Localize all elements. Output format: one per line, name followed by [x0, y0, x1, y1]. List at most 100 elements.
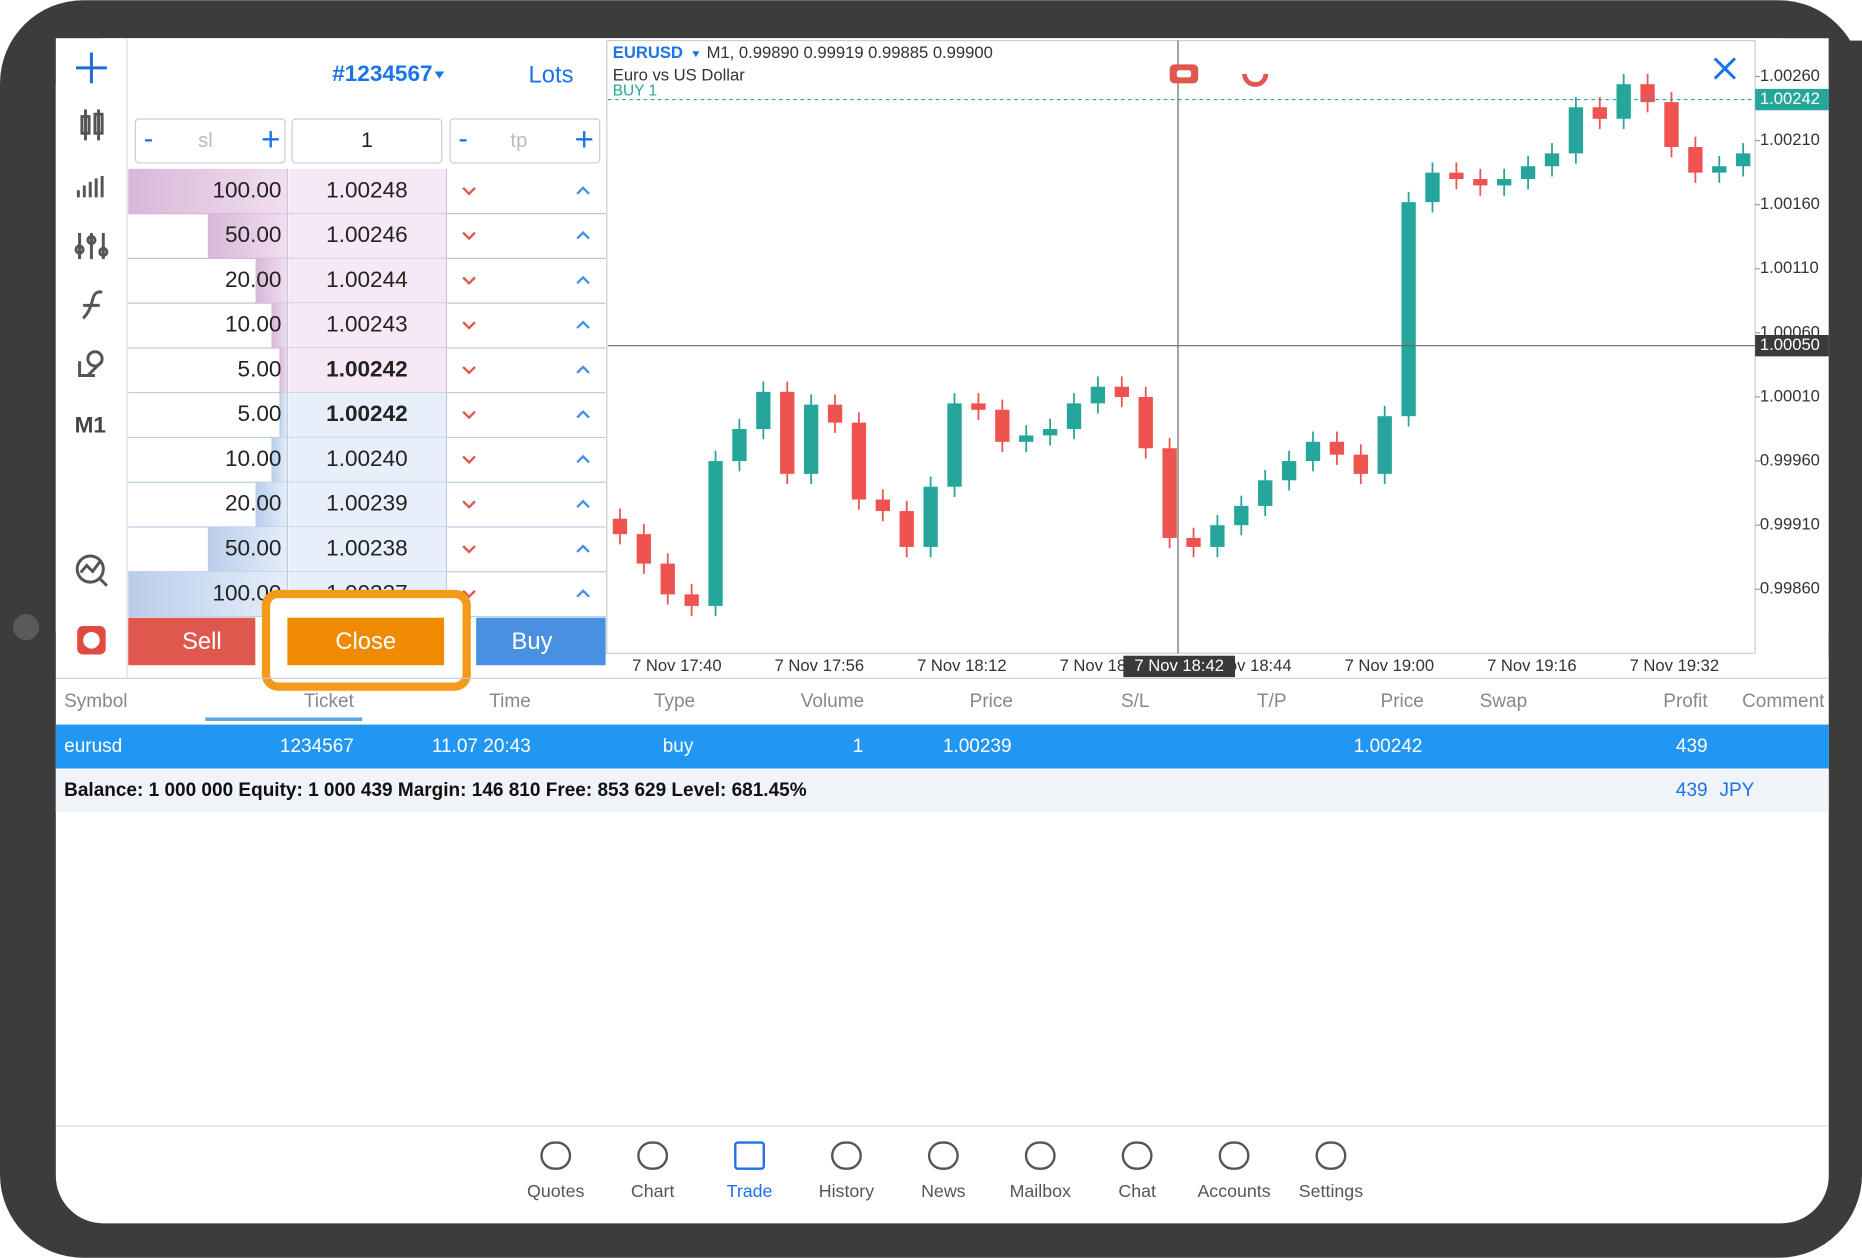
column-header[interactable]: Price: [1381, 691, 1424, 712]
column-header[interactable]: Price: [970, 691, 1013, 712]
sl-box[interactable]: [134, 118, 286, 164]
candle-body: [1377, 416, 1392, 474]
account-dropdown[interactable]: [434, 71, 445, 79]
sell-limit-chevron[interactable]: [462, 455, 476, 465]
tab[interactable]: Mailbox: [1010, 1141, 1071, 1202]
candle-body: [1425, 172, 1440, 203]
buy-limit-chevron[interactable]: [576, 454, 590, 464]
volume-bar: [255, 258, 288, 304]
sell-limit-chevron[interactable]: [462, 545, 476, 554]
sl-minus[interactable]: -: [144, 123, 154, 155]
column-header[interactable]: Type: [654, 691, 695, 712]
sell-limit-chevron[interactable]: [462, 366, 476, 375]
tp-box[interactable]: [449, 118, 601, 164]
sell-limit-chevron[interactable]: [462, 321, 476, 330]
sidebar: [74, 52, 109, 587]
sell-limit-chevron[interactable]: [462, 276, 476, 285]
column-header[interactable]: Comment: [1742, 691, 1825, 712]
analytics-icon[interactable]: [75, 554, 108, 587]
volume-bar: [255, 482, 288, 527]
tab-label[interactable]: News: [921, 1181, 966, 1201]
tab[interactable]: History: [819, 1141, 874, 1202]
tab-label[interactable]: History: [819, 1181, 874, 1201]
depth-price: 1.00239: [326, 491, 408, 516]
account-number[interactable]: #1234567: [332, 61, 432, 86]
buy-limit-chevron[interactable]: [576, 544, 590, 553]
depth-volume: 100.00: [212, 177, 281, 202]
tab-label[interactable]: Chart: [631, 1181, 675, 1201]
tp-plus[interactable]: +: [575, 121, 594, 158]
tab-label[interactable]: Mailbox: [1010, 1181, 1071, 1201]
tab[interactable]: Chart: [631, 1141, 675, 1202]
buy-limit-chevron[interactable]: [576, 365, 590, 374]
sell-label[interactable]: Sell: [182, 628, 222, 655]
tab[interactable]: News: [921, 1141, 966, 1202]
sync-icon[interactable]: [1242, 60, 1269, 87]
tab[interactable]: Chat: [1118, 1141, 1156, 1202]
close-label[interactable]: Close: [335, 628, 396, 655]
tab-label[interactable]: Accounts: [1197, 1181, 1270, 1201]
chart-symbol[interactable]: EURUSD: [613, 43, 683, 62]
tab[interactable]: Accounts: [1197, 1141, 1271, 1202]
sell-button[interactable]: [128, 617, 256, 666]
depth-volume: 50.00: [225, 222, 281, 247]
candle-body: [1688, 146, 1703, 173]
column-header[interactable]: Profit: [1663, 691, 1708, 712]
depth-price: 1.00243: [326, 312, 408, 337]
sl-plus[interactable]: +: [261, 121, 280, 158]
sell-limit-chevron[interactable]: [462, 410, 476, 420]
objects-icon[interactable]: [78, 350, 104, 377]
buy-button[interactable]: [476, 617, 606, 666]
volumes-icon[interactable]: [76, 175, 104, 198]
buy-limit-chevron[interactable]: [576, 186, 590, 195]
buy-limit-chevron[interactable]: [576, 499, 590, 509]
buy-limit-chevron[interactable]: [576, 320, 590, 329]
candle-body: [1281, 461, 1297, 481]
buy-limit-chevron[interactable]: [576, 275, 590, 285]
sell-limit-chevron[interactable]: [462, 231, 476, 241]
candle-body: [947, 403, 962, 487]
timeframe[interactable]: M1: [75, 412, 106, 437]
buy-limit-chevron[interactable]: [576, 589, 590, 598]
indicators-icon[interactable]: [74, 232, 109, 260]
column-header[interactable]: S/L: [1121, 691, 1150, 712]
crosshair-icon[interactable]: [76, 52, 107, 84]
x-tick-label: 7 Nov 19:16: [1487, 656, 1577, 675]
symbol-dropdown[interactable]: [692, 51, 700, 58]
tab[interactable]: Quotes: [527, 1141, 585, 1202]
column-header[interactable]: Time: [489, 691, 531, 712]
candle-body: [1640, 84, 1655, 103]
tab-label[interactable]: Trade: [727, 1181, 773, 1201]
depth-price: 1.00248: [326, 177, 408, 202]
volume-box[interactable]: [291, 118, 443, 164]
column-header[interactable]: Ticket: [304, 691, 355, 712]
sell-limit-chevron[interactable]: [462, 589, 476, 599]
sell-limit-chevron[interactable]: [462, 500, 476, 509]
tab-label[interactable]: Settings: [1299, 1181, 1363, 1201]
cell-ticket: 1234567: [280, 736, 354, 757]
buy-price-tag: [1755, 88, 1829, 111]
tp-minus[interactable]: -: [458, 123, 468, 155]
buy-limit-chevron[interactable]: [576, 410, 590, 419]
position-row[interactable]: [55, 724, 1829, 769]
column-header[interactable]: Symbol: [64, 691, 127, 712]
chart-type-icon[interactable]: [80, 109, 104, 141]
buy-label[interactable]: Buy: [512, 628, 553, 655]
close-button[interactable]: [287, 617, 445, 666]
tab-label[interactable]: Chat: [1118, 1181, 1156, 1201]
chart-close-icon[interactable]: [1713, 57, 1736, 80]
sell-limit-chevron[interactable]: [462, 187, 476, 196]
column-header[interactable]: Volume: [801, 691, 864, 712]
tab[interactable]: Settings: [1299, 1141, 1363, 1202]
cursor-time-tag: [1123, 655, 1235, 678]
column-header[interactable]: T/P: [1257, 691, 1287, 712]
function-icon[interactable]: [82, 290, 103, 320]
tab[interactable]: Trade: [727, 1141, 773, 1202]
buy-limit-chevron[interactable]: [576, 230, 590, 240]
volume-input[interactable]: 1: [361, 128, 373, 152]
lots-label[interactable]: Lots: [529, 62, 574, 89]
tab-label[interactable]: Quotes: [527, 1181, 584, 1201]
column-header[interactable]: Swap: [1480, 691, 1528, 712]
price-cell-bg: [288, 258, 447, 304]
home-button[interactable]: [13, 614, 40, 641]
